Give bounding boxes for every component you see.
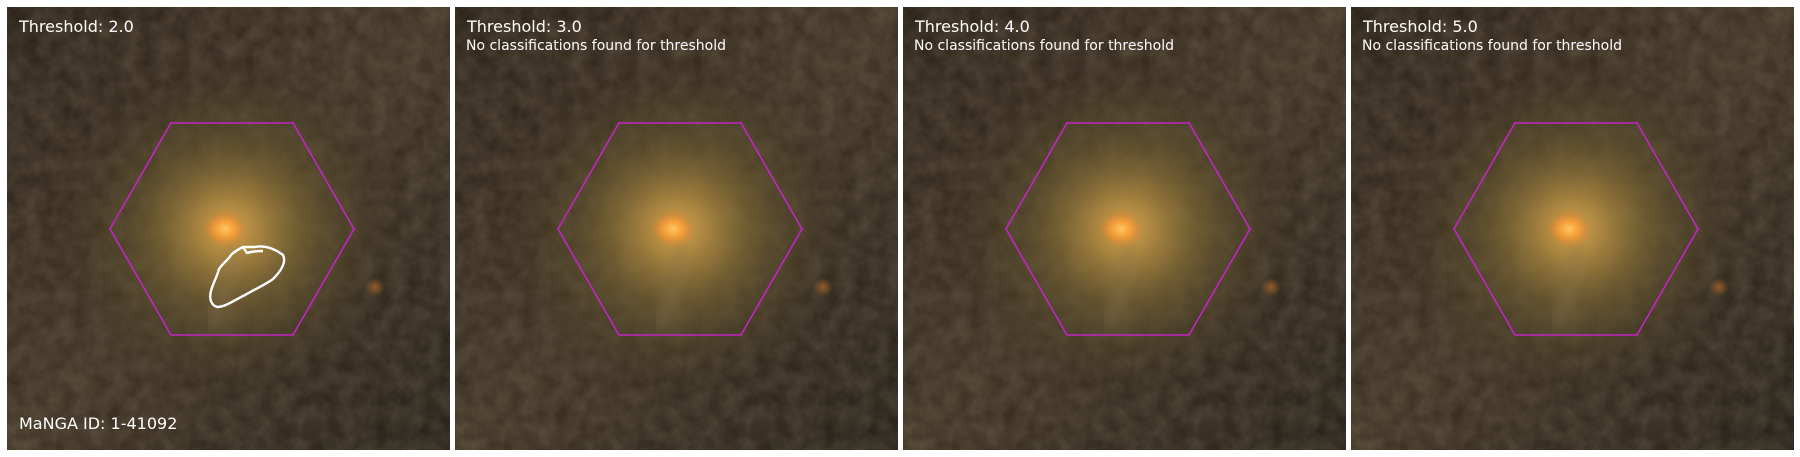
- no-classification-note: No classifications found for threshold: [1362, 38, 1622, 54]
- galaxy-image: [7, 7, 450, 450]
- ifu-hexagon: [557, 122, 803, 336]
- no-classification-note: No classifications found for threshold: [466, 38, 726, 54]
- galaxy-image: [455, 7, 898, 450]
- galaxy-image: [1351, 7, 1794, 450]
- no-classification-note: No classifications found for threshold: [914, 38, 1174, 54]
- threshold-label: Threshold: 3.0: [467, 17, 582, 36]
- galaxy-image: [903, 7, 1346, 450]
- threshold-label: Threshold: 2.0: [19, 17, 134, 36]
- threshold-label: Threshold: 4.0: [915, 17, 1030, 36]
- manga-id-label: MaNGA ID: 1-41092: [19, 414, 178, 433]
- threshold-label: Threshold: 5.0: [1363, 17, 1478, 36]
- ifu-hexagon: [1453, 122, 1699, 336]
- image-panel-threshold-2: Threshold: 2.0 MaNGA ID: 1-41092: [7, 7, 450, 450]
- image-panel-threshold-5: Threshold: 5.0 No classifications found …: [1351, 7, 1794, 450]
- image-panel-threshold-4: Threshold: 4.0 No classifications found …: [903, 7, 1346, 450]
- ifu-hexagon: [1005, 122, 1251, 336]
- classification-contour: [209, 245, 286, 309]
- ifu-hexagon: [109, 122, 355, 336]
- image-panel-threshold-3: Threshold: 3.0 No classifications found …: [455, 7, 898, 450]
